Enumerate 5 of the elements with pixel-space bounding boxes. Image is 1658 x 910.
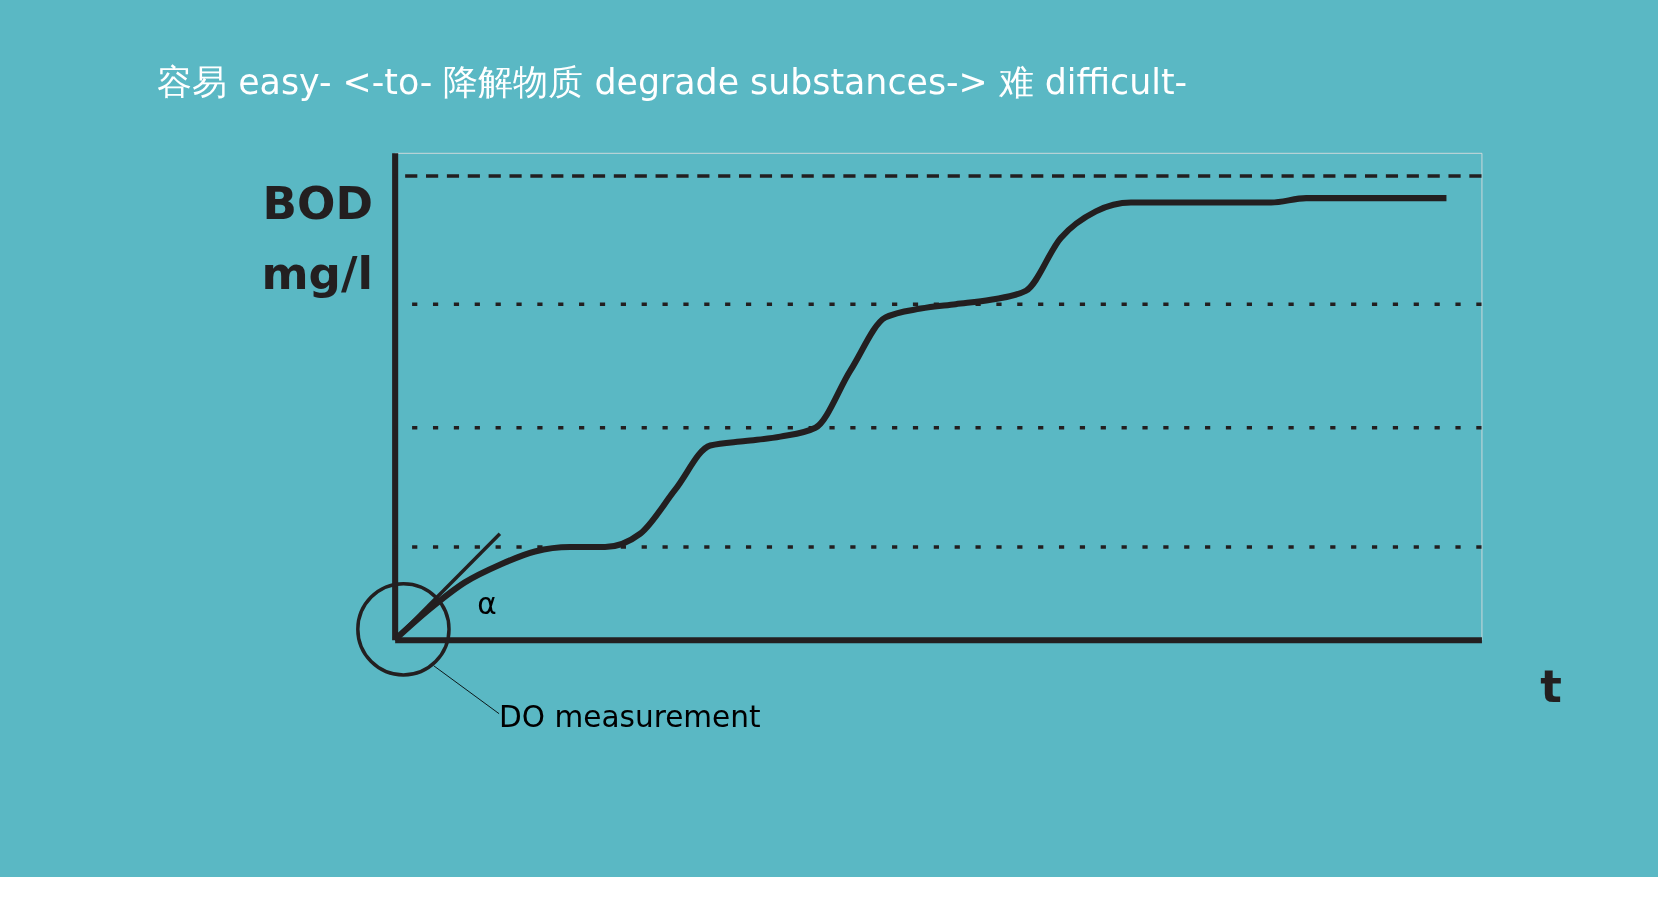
text: DO measurement	[499, 699, 761, 734]
y-axis-title: BOD mg/l	[261, 176, 373, 300]
chart-title: 容易 easy- <-to- 降解物质 degrade substances-> 难 difficult-	[157, 61, 1188, 102]
annotation: α	[477, 586, 497, 621]
x-axis-title: t	[1540, 659, 1562, 713]
